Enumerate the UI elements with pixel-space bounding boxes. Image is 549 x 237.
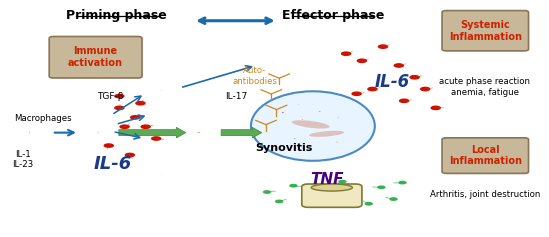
Text: TGF-β: TGF-β — [97, 92, 123, 101]
Text: Immune
activation: Immune activation — [68, 46, 123, 68]
Circle shape — [335, 141, 339, 143]
Circle shape — [338, 180, 346, 183]
FancyArrow shape — [119, 127, 186, 138]
Circle shape — [351, 91, 362, 96]
Text: TNF: TNF — [310, 172, 343, 187]
FancyBboxPatch shape — [49, 36, 142, 78]
Circle shape — [114, 94, 125, 98]
Circle shape — [365, 202, 373, 206]
Circle shape — [298, 104, 300, 105]
Circle shape — [430, 105, 441, 110]
Circle shape — [160, 89, 163, 91]
Circle shape — [420, 87, 430, 91]
Polygon shape — [27, 132, 32, 134]
Text: IL-17: IL-17 — [225, 92, 248, 101]
Circle shape — [341, 51, 351, 56]
Ellipse shape — [251, 91, 375, 161]
Circle shape — [141, 124, 151, 129]
Text: Synovitis: Synovitis — [256, 143, 313, 153]
Text: Naive T: Naive T — [83, 130, 113, 136]
Text: IL-6: IL-6 — [374, 73, 410, 91]
Circle shape — [271, 61, 274, 63]
Text: acute phase reaction
anemia, fatigue: acute phase reaction anemia, fatigue — [439, 77, 530, 97]
Circle shape — [317, 199, 326, 203]
FancyBboxPatch shape — [442, 138, 529, 173]
Circle shape — [367, 87, 378, 91]
Text: Th2: Th2 — [154, 87, 169, 93]
Circle shape — [341, 105, 343, 106]
Circle shape — [318, 111, 321, 112]
Text: Effector phase: Effector phase — [282, 9, 384, 22]
Circle shape — [378, 44, 388, 49]
Circle shape — [357, 58, 367, 63]
Circle shape — [305, 191, 313, 195]
Circle shape — [351, 195, 359, 199]
Circle shape — [394, 63, 404, 68]
Circle shape — [410, 75, 420, 80]
Text: Th17: Th17 — [188, 130, 208, 136]
Circle shape — [301, 119, 304, 120]
Text: Macrophages: Macrophages — [14, 114, 71, 123]
Text: Systemic
Inflammation: Systemic Inflammation — [449, 20, 522, 41]
Text: IL-6: IL-6 — [93, 155, 132, 173]
Circle shape — [135, 101, 145, 105]
Circle shape — [294, 138, 296, 139]
Circle shape — [328, 189, 336, 193]
Circle shape — [399, 98, 410, 103]
Circle shape — [398, 181, 407, 184]
Ellipse shape — [292, 120, 330, 128]
Text: B: B — [270, 59, 275, 65]
Text: IL-1
IL-23: IL-1 IL-23 — [12, 150, 33, 169]
Circle shape — [119, 124, 130, 129]
Circle shape — [160, 174, 163, 176]
Circle shape — [125, 153, 135, 157]
Ellipse shape — [309, 131, 344, 137]
Circle shape — [263, 190, 271, 194]
Circle shape — [289, 184, 298, 187]
Circle shape — [315, 131, 317, 132]
Text: Arthritis, joint destruction: Arthritis, joint destruction — [429, 190, 540, 199]
Circle shape — [389, 197, 398, 201]
Circle shape — [275, 200, 283, 203]
FancyBboxPatch shape — [442, 11, 529, 51]
Ellipse shape — [311, 184, 352, 191]
Circle shape — [377, 185, 385, 189]
Circle shape — [114, 105, 125, 110]
Text: Local
Inflammation: Local Inflammation — [449, 145, 522, 166]
FancyArrow shape — [221, 127, 262, 138]
Text: Th1: Th1 — [154, 172, 169, 178]
FancyBboxPatch shape — [302, 184, 362, 207]
Text: Auto-
antibodies: Auto- antibodies — [232, 66, 277, 86]
Circle shape — [196, 132, 200, 134]
Circle shape — [104, 143, 114, 148]
Circle shape — [281, 112, 284, 113]
Circle shape — [96, 132, 100, 133]
Circle shape — [151, 136, 161, 141]
Circle shape — [130, 115, 141, 120]
Circle shape — [337, 117, 339, 118]
Text: Priming phase: Priming phase — [66, 9, 167, 22]
